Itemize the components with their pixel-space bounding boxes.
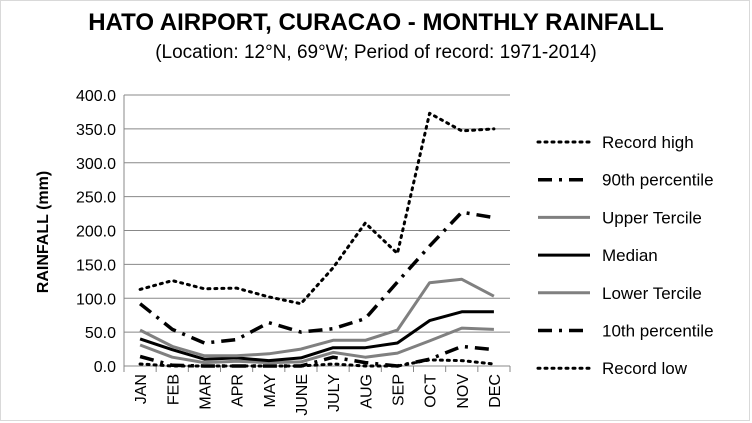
x-tick-label: JAN [133, 374, 150, 404]
y-axis-label: RAINFALL (mm) [35, 171, 52, 293]
legend-label-record-high: Record high [602, 133, 694, 152]
x-tick-label: SEP [390, 374, 407, 406]
x-tick-label: DEC [487, 374, 504, 408]
y-tick-label: 50.0 [85, 325, 116, 342]
legend-label-10th-percentile: 10th percentile [602, 322, 714, 341]
legend-label-lower-tercile: Lower Tercile [602, 284, 702, 303]
gridlines [124, 94, 510, 333]
y-tick-label: 100.0 [76, 291, 116, 308]
legend-label-upper-tercile: Upper Tercile [602, 208, 702, 227]
series-line-90th-percentile [139, 210, 495, 345]
y-tick-label: 300.0 [76, 156, 116, 173]
series-line-lower-tercile [139, 326, 494, 365]
x-tick-label: JULY [326, 374, 343, 412]
legend-label-record-low: Record low [602, 359, 688, 378]
series-line-10th-percentile [139, 344, 495, 368]
series-line-median [139, 310, 494, 363]
x-tick-label: MAY [262, 374, 279, 408]
x-tick-label: JUNE [294, 374, 311, 416]
chart-title: HATO AIRPORT, CURACAO - MONTHLY RAINFALL [88, 9, 664, 36]
series-line-record-low [138, 358, 496, 368]
x-tick-label: MAR [197, 374, 214, 410]
x-tick-label: NOV [455, 374, 472, 409]
series-line-upper-tercile [139, 277, 495, 358]
series-line-record-high [138, 111, 496, 306]
y-tick-label: 350.0 [76, 122, 116, 139]
x-tick-label: AUG [358, 374, 375, 409]
x-tick-label: FEB [165, 374, 182, 405]
legend: Record high 90th percentile Upper Tercile M… [536, 133, 714, 378]
chart-subtitle: (Location: 12°N, 69°W; Period of record:… [155, 42, 597, 63]
y-tick-label: 150.0 [76, 257, 116, 274]
y-tick-label: 400.0 [76, 88, 116, 105]
y-tick-label: 0.0 [94, 359, 116, 376]
series-lines [138, 111, 496, 368]
y-tick-label: 250.0 [76, 190, 116, 207]
x-tick-label: APR [230, 374, 247, 407]
y-tick-label: 200.0 [76, 224, 116, 241]
legend-label-90th-percentile: 90th percentile [602, 171, 714, 190]
legend-label-median: Median [602, 246, 658, 265]
x-tick-label: OCT [423, 374, 440, 408]
